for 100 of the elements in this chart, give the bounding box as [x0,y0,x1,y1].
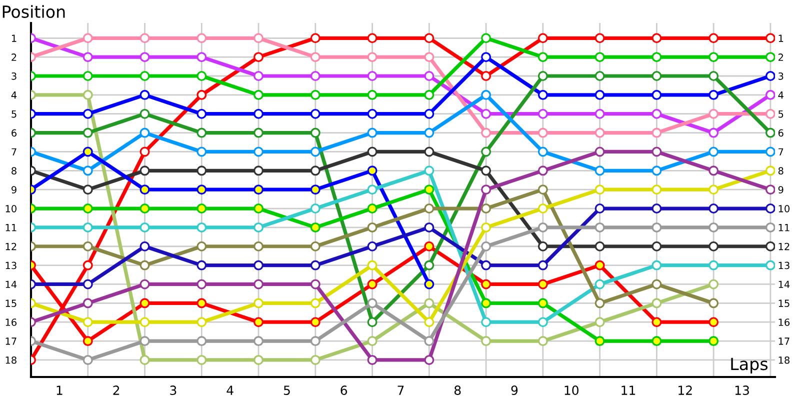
point [310,184,320,195]
point [367,33,378,44]
y-tick-label: 8 [12,167,16,174]
point [367,354,378,365]
point [708,128,719,138]
x-axis-title: Laps [731,358,768,374]
y2-tick-label: 18 [778,356,790,364]
point [424,128,434,138]
point [82,184,93,195]
y2-tick-label: 17 [778,338,790,345]
point [254,128,264,138]
point [594,33,605,44]
point [481,71,492,82]
point [765,204,775,214]
x-tick-label: 11 [622,386,636,395]
y-tick-label: 10 [6,204,16,212]
y-tick-label: 17 [6,338,16,345]
point [424,260,434,270]
y-tick-label: 6 [12,129,16,137]
point [708,279,719,290]
y2-tick-label: 14 [778,280,790,288]
point [765,33,775,44]
point [765,128,775,138]
point [196,222,207,232]
point [481,128,492,138]
point [367,204,378,214]
point [367,336,378,346]
point [708,317,719,328]
y2-tick-label: 1 [778,34,784,42]
point [652,298,662,308]
point [196,279,207,290]
point [254,204,264,214]
point [538,204,548,214]
point [196,354,207,365]
point [594,317,605,328]
point [140,260,150,270]
point [594,222,605,232]
point [652,204,662,214]
point [310,222,320,232]
point [765,241,775,252]
point [594,336,605,346]
point [481,184,492,195]
point [538,52,548,62]
point [196,71,207,82]
point [254,33,264,44]
point [140,52,150,62]
point [538,146,548,157]
point [140,108,150,119]
point [481,298,492,308]
point [196,52,207,62]
x-tick-label: 9 [511,386,518,396]
point [424,71,434,82]
point [82,128,93,138]
point [254,222,264,232]
point [652,33,662,44]
y2-tick-label: 16 [778,318,790,326]
x-tick-label: 4 [226,386,234,395]
y2-tick-label: 10 [778,204,790,212]
point [196,128,207,138]
point [140,204,150,214]
point [140,128,150,138]
point [424,298,434,308]
point [140,279,150,290]
point [82,298,93,308]
point [424,52,434,62]
point [538,298,548,308]
point [254,279,264,290]
point [538,184,548,195]
y2-tick-label: 7 [778,148,784,156]
x-tick-label: 10 [564,386,578,396]
point [367,317,378,328]
point [594,108,605,119]
point [594,146,605,157]
point [652,241,662,252]
point [652,336,662,346]
point [254,184,264,195]
y-tick-label: 3 [12,72,16,80]
point [140,33,150,44]
point [367,90,378,100]
point [481,317,492,328]
point [481,204,492,214]
point [82,354,93,365]
point [367,108,378,119]
point [140,184,150,195]
point [310,90,320,100]
point [424,354,434,365]
point [424,222,434,232]
point [594,166,605,176]
point [424,108,434,119]
y2-tick-label: 2 [778,54,783,61]
point [538,260,548,270]
point [652,146,662,157]
point [594,71,605,82]
point [538,71,548,82]
point [481,33,492,44]
point [196,166,207,176]
point [765,90,775,100]
point [310,52,320,62]
point [594,298,605,308]
point [594,260,605,270]
